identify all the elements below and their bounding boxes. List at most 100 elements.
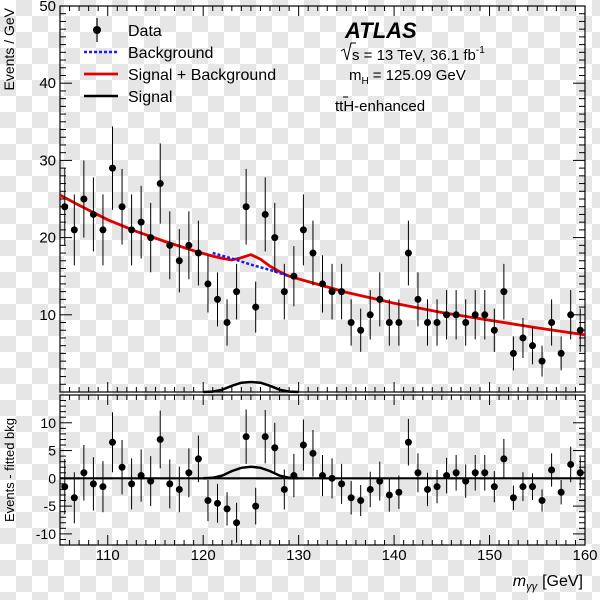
main-y-axis-label: Events / GeV: [1, 7, 17, 90]
energy-luminosity-unit-exponent: -1: [476, 45, 485, 56]
ratio-point: [89, 480, 97, 488]
legend-label-signal: Signal: [128, 89, 172, 106]
ratio-point: [214, 499, 221, 507]
data-point: [70, 226, 78, 234]
ratio-point: [319, 472, 326, 480]
data-point: [252, 303, 260, 311]
data-point: [137, 218, 145, 226]
ratio-point: [529, 483, 536, 491]
data-point: [185, 241, 193, 249]
ratio-point: [385, 491, 393, 499]
ratio-point: [156, 435, 164, 443]
data-point: [347, 319, 355, 327]
ratio-point: [548, 466, 556, 474]
ratio-point: [357, 497, 365, 505]
legend-data-marker: [93, 26, 101, 34]
data-point: [156, 180, 164, 188]
ratio-point: [309, 449, 317, 457]
higgs-mass-symbol: m: [349, 67, 362, 84]
experiment-label: ATLAS: [344, 18, 417, 43]
sqrt-sign-icon: [340, 42, 356, 61]
data-point: [567, 311, 575, 319]
data-point: [557, 349, 565, 357]
data-point: [118, 203, 126, 211]
data-point: [319, 280, 326, 288]
data-point: [261, 210, 269, 218]
background-curve: [212, 251, 290, 278]
ratio-point: [261, 433, 269, 441]
ratio-y-axis-label: Events - fitted bkg: [2, 418, 17, 522]
main-y-tick-label: 30: [39, 152, 56, 169]
data-point: [290, 272, 298, 280]
ratio-point: [395, 488, 403, 496]
main-axes: 10 20 30 40 50: [39, 0, 585, 392]
main-plot-frame: [59, 5, 586, 393]
legend: Data Background Signal + Background Sign…: [84, 18, 276, 106]
data-point: [452, 311, 460, 319]
higgs-mass-subscript: H: [362, 76, 369, 87]
data-point: [128, 226, 136, 234]
data-point: [404, 249, 412, 257]
data-point: [490, 326, 498, 334]
legend-label-background: Background: [128, 45, 213, 62]
data-point: [529, 342, 536, 350]
ratio-point: [252, 502, 260, 510]
ratio-point: [557, 488, 565, 496]
ratio-point: [61, 483, 69, 491]
ratio-point: [99, 483, 107, 491]
data-point: [519, 334, 527, 342]
data-point: [462, 319, 470, 327]
data-point: [366, 311, 374, 319]
data-point: [443, 311, 451, 319]
ratio-point: [462, 477, 470, 485]
data-point: [328, 288, 336, 296]
main-y-tick-label: 10: [39, 307, 56, 324]
legend-entry-signal: Signal: [84, 89, 172, 106]
ratio-point: [80, 469, 88, 477]
ratio-point: [538, 497, 546, 505]
legend-entry-background: Background: [84, 45, 213, 62]
ratio-point: [424, 485, 431, 493]
data-point: [548, 319, 556, 327]
data-point: [414, 295, 422, 303]
data-point: [61, 203, 69, 211]
ratio-point: [328, 474, 336, 482]
ratio-point: [204, 497, 212, 505]
x-axis-label-subscript: γγ: [526, 581, 539, 593]
ratio-point: [519, 483, 527, 491]
ratio-point: [271, 444, 279, 452]
signal-curve: [203, 380, 299, 394]
data-point: [500, 288, 508, 296]
ratio-point: [443, 472, 451, 480]
ratio-point: [471, 469, 479, 477]
ratio-signal-curve: [203, 465, 299, 480]
higgs-mass-label: mH = 125.09 GeV: [349, 67, 466, 87]
data-point: [309, 249, 317, 257]
ratio-point: [576, 469, 584, 477]
ratio-point: [242, 433, 250, 441]
x-tick-label: 160: [572, 547, 597, 564]
ratio-point: [290, 472, 298, 480]
data-point: [89, 210, 97, 218]
x-axis-label-symbol: m: [513, 573, 526, 590]
ratio-y-tick-label: 10: [40, 415, 56, 431]
data-point: [99, 226, 107, 234]
data-point: [395, 319, 403, 327]
higgs-mass-value: = 125.09 GeV: [373, 67, 466, 84]
data-point: [242, 203, 250, 211]
data-point: [376, 295, 384, 303]
data-point: [166, 241, 174, 249]
x-tick-label: 150: [477, 547, 502, 564]
x-tick-label: 130: [286, 547, 311, 564]
ratio-point: [366, 485, 374, 493]
ratio-point: [185, 469, 193, 477]
legend-entry-data: Data: [93, 18, 162, 42]
data-point: [109, 164, 116, 172]
category-label-text: ttH-enhanced: [335, 98, 425, 115]
data-point: [204, 280, 212, 288]
ratio-point: [338, 480, 346, 488]
ratio-point: [567, 460, 575, 468]
data-point: [538, 357, 546, 365]
ratio-point: [147, 477, 155, 485]
